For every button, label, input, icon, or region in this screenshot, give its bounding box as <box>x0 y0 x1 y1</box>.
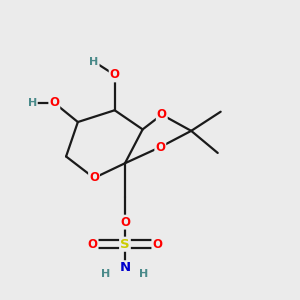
Text: H: H <box>101 269 110 279</box>
Text: N: N <box>119 261 130 274</box>
Text: S: S <box>120 238 130 251</box>
Text: O: O <box>110 68 120 81</box>
Text: O: O <box>49 96 59 110</box>
Text: O: O <box>155 141 165 154</box>
Text: O: O <box>88 238 98 251</box>
Text: H: H <box>140 269 149 279</box>
Text: O: O <box>89 172 99 184</box>
Text: H: H <box>89 57 99 67</box>
Text: O: O <box>120 216 130 229</box>
Text: H: H <box>28 98 37 108</box>
Text: O: O <box>157 108 167 121</box>
Text: O: O <box>152 238 162 251</box>
